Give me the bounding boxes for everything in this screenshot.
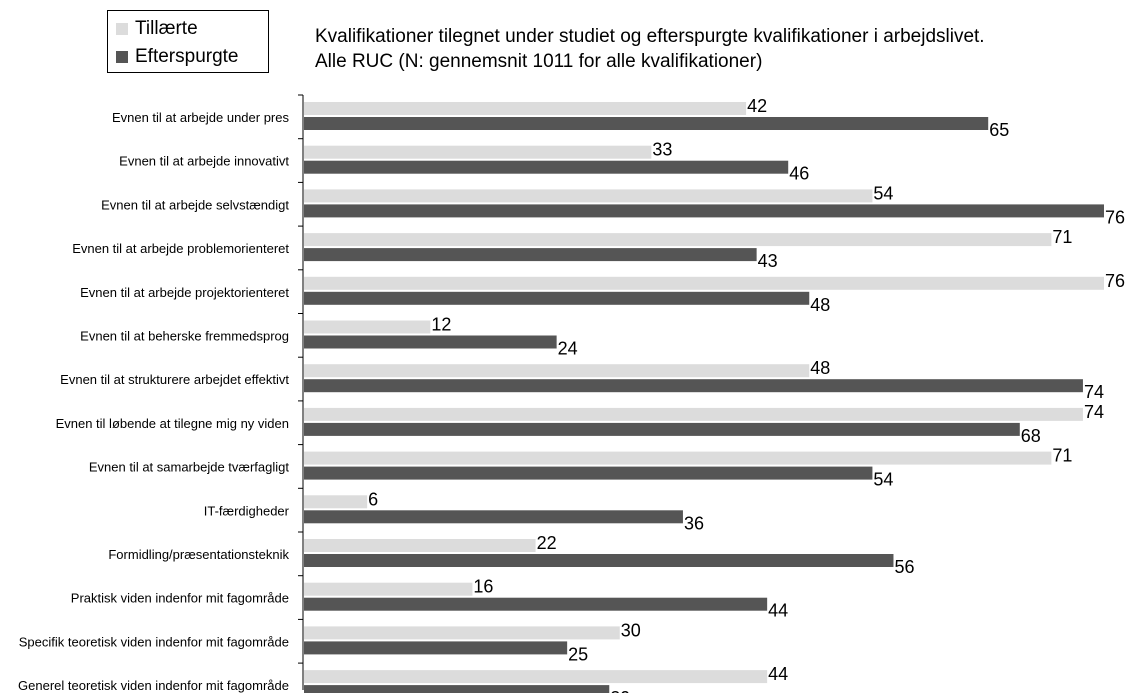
bar-tillaerte: [304, 189, 873, 203]
data-label-tillaerte: 71: [1052, 227, 1072, 247]
chart-title-line1: Kvalifikationer tilegnet under studiet o…: [315, 26, 985, 47]
data-label-tillaerte: 44: [768, 664, 788, 684]
bar-tillaerte: [304, 276, 1104, 290]
legend-label-tillaerte: Tillærte: [135, 18, 198, 39]
bar-efterspurgte: [304, 335, 557, 349]
category-label: Generel teoretisk viden indenfor mit fag…: [18, 678, 289, 693]
data-label-tillaerte: 42: [747, 96, 767, 116]
category-label: Evnen til at arbejde projektorienteret: [80, 285, 289, 300]
data-label-efterspurgte: 43: [758, 251, 778, 271]
legend-item-efterspurgte: Efterspurgte: [116, 45, 239, 69]
category-label: Evnen til at arbejde selvstændigt: [101, 197, 289, 212]
data-label-efterspurgte: 25: [568, 644, 588, 664]
bar-efterspurgte: [304, 466, 873, 480]
category-label: Evnen til at strukturere arbejdet effekt…: [60, 372, 289, 387]
data-label-tillaerte: 22: [537, 533, 557, 553]
category-label: Evnen til at arbejde under pres: [112, 110, 290, 125]
chart-title: Kvalifikationer tilegnet under studiet o…: [315, 24, 985, 74]
bar-tillaerte: [304, 145, 652, 159]
legend-swatch-efterspurgte: [116, 51, 128, 63]
data-label-tillaerte: 71: [1052, 446, 1072, 466]
bar-tillaerte: [304, 582, 473, 596]
category-label: Evnen til at arbejde innovativt: [119, 154, 289, 169]
bar-tillaerte: [304, 539, 536, 552]
data-label-tillaerte: 30: [621, 620, 641, 640]
legend-swatch-tillaerte: [116, 23, 128, 35]
bar-efterspurgte: [304, 160, 789, 174]
data-label-efterspurgte: 74: [1084, 382, 1104, 402]
category-label: Praktisk viden indenfor mit fagområde: [71, 591, 289, 606]
bar-efterspurgte: [304, 685, 610, 693]
category-label: IT-færdigheder: [204, 503, 290, 518]
bar-tillaerte: [304, 451, 1052, 465]
bar-efterspurgte: [304, 554, 894, 567]
data-label-efterspurgte: 24: [558, 339, 578, 359]
legend-label-efterspurgte: Efterspurgte: [135, 46, 239, 67]
bar-efterspurgte: [304, 597, 768, 611]
legend-item-tillaerte: Tillærte: [116, 17, 198, 41]
category-label: Evnen til at beherske fremmedsprog: [80, 329, 289, 344]
data-label-efterspurgte: 29: [610, 688, 630, 693]
data-label-efterspurgte: 56: [894, 557, 914, 577]
bar-efterspurgte: [304, 422, 1020, 436]
bar-efterspurgte: [304, 379, 1083, 393]
data-label-tillaerte: 33: [652, 140, 672, 160]
data-label-tillaerte: 48: [810, 358, 830, 378]
chart-legend: Tillærte Efterspurgte: [107, 10, 269, 73]
data-label-efterspurgte: 44: [768, 601, 788, 621]
data-label-tillaerte: 6: [368, 489, 378, 509]
data-label-efterspurgte: 48: [810, 295, 830, 315]
bar-tillaerte: [304, 407, 1083, 421]
data-label-efterspurgte: 54: [873, 470, 893, 490]
data-label-efterspurgte: 68: [1021, 426, 1041, 446]
data-label-efterspurgte: 65: [989, 120, 1009, 140]
bar-tillaerte: [304, 495, 368, 509]
chart-title-line2: Alle RUC (N: gennemsnit 1011 for alle kv…: [315, 51, 763, 72]
bar-efterspurgte: [304, 291, 810, 305]
data-label-tillaerte: 12: [431, 315, 451, 335]
bar-tillaerte: [304, 670, 768, 684]
data-label-tillaerte: 76: [1105, 271, 1125, 291]
category-label: Formidling/præsentationsteknik: [108, 547, 289, 562]
data-label-tillaerte: 54: [873, 183, 893, 203]
data-label-tillaerte: 74: [1084, 402, 1104, 422]
bar-efterspurgte: [304, 248, 757, 262]
bar-tillaerte: [304, 626, 620, 640]
category-label: Evnen til løbende at tilegne mig ny vide…: [56, 416, 289, 431]
bar-efterspurgte: [304, 641, 568, 655]
bar-efterspurgte: [304, 117, 989, 130]
data-label-efterspurgte: 46: [789, 164, 809, 184]
bar-tillaerte: [304, 364, 810, 378]
data-label-tillaerte: 16: [473, 577, 493, 597]
data-label-efterspurgte: 76: [1105, 207, 1125, 227]
bar-tillaerte: [304, 102, 747, 115]
data-label-efterspurgte: 36: [684, 513, 704, 533]
category-label: Evnen til at samarbejde tværfagligt: [89, 460, 290, 475]
bar-efterspurgte: [304, 204, 1104, 218]
bar-tillaerte: [304, 233, 1052, 247]
category-label: Evnen til at arbejde problemorienteret: [72, 241, 289, 256]
bar-efterspurgte: [304, 510, 683, 524]
bar-tillaerte: [304, 320, 431, 334]
category-label: Specifik teoretisk viden indenfor mit fa…: [19, 634, 289, 649]
